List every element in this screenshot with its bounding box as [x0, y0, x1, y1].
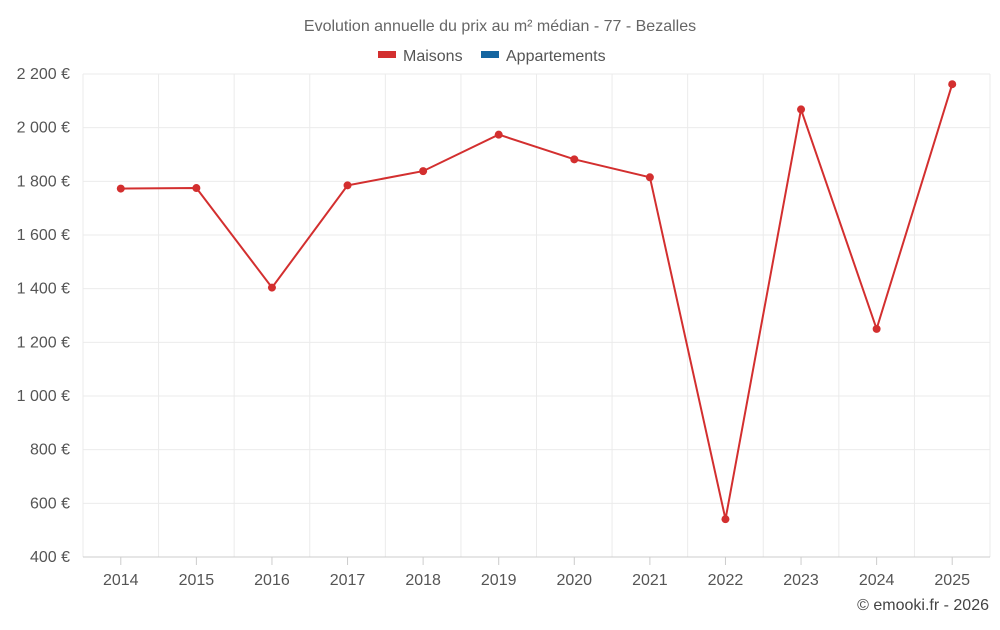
y-tick-label: 800 € — [30, 442, 70, 459]
legend: Maisons Appartements — [378, 48, 606, 65]
x-tick-label: 2023 — [783, 572, 819, 589]
x-tick-label: 2021 — [632, 572, 668, 589]
series-line-maisons — [120, 83, 954, 520]
x-tick-label: 2015 — [179, 572, 215, 589]
x-tick-label: 2016 — [254, 572, 290, 589]
y-tick-label: 1 400 € — [17, 281, 70, 298]
legend-item-maisons[interactable]: Maisons — [378, 48, 463, 65]
y-tick-label: 400 € — [30, 549, 70, 566]
legend-item-appartements[interactable]: Appartements — [481, 48, 606, 65]
x-tick-label: 2017 — [330, 572, 366, 589]
x-tick-label: 2024 — [859, 572, 895, 589]
legend-label-appartements: Appartements — [506, 48, 606, 65]
data-point[interactable] — [494, 130, 503, 139]
data-point[interactable] — [267, 283, 276, 292]
legend-label-maisons: Maisons — [403, 48, 463, 65]
x-tick-label: 2020 — [556, 572, 592, 589]
y-tick-label: 1 600 € — [17, 227, 70, 244]
y-axis: 2 200 € 2 000 € 1 800 € 1 600 € 1 400 € 1 200… — [17, 66, 70, 566]
data-point[interactable] — [116, 184, 125, 193]
data-point[interactable] — [721, 515, 730, 524]
x-tick-label: 2019 — [481, 572, 517, 589]
data-point[interactable] — [797, 105, 806, 114]
x-tick-label: 2022 — [708, 572, 744, 589]
y-tick-label: 1 800 € — [17, 173, 70, 190]
x-axis: 2014 2015 2016 2017 2018 2019 2020 2021 2022 2023… — [83, 556, 990, 589]
chart-title: Evolution annuelle du prix au m² médian … — [304, 18, 696, 35]
y-tick-label: 2 000 € — [17, 120, 70, 137]
data-point[interactable] — [872, 324, 881, 333]
data-point[interactable] — [343, 181, 352, 190]
y-tick-label: 1 200 € — [17, 334, 70, 351]
y-tick-label: 1 000 € — [17, 388, 70, 405]
data-point[interactable] — [419, 167, 428, 176]
data-point[interactable] — [948, 80, 957, 89]
x-tick-label: 2018 — [405, 572, 441, 589]
x-tick-label: 2025 — [934, 572, 970, 589]
credit-label: © emooki.fr - 2026 — [857, 597, 989, 614]
grid — [82, 73, 991, 557]
data-point[interactable] — [570, 155, 579, 164]
data-point[interactable] — [192, 184, 201, 193]
data-point[interactable] — [645, 173, 654, 182]
legend-swatch-maisons — [378, 51, 396, 58]
y-tick-label: 2 200 € — [17, 66, 70, 83]
series-layer — [116, 80, 957, 524]
y-tick-label: 600 € — [30, 495, 70, 512]
legend-swatch-appartements — [481, 51, 499, 58]
x-tick-label: 2014 — [103, 572, 139, 589]
